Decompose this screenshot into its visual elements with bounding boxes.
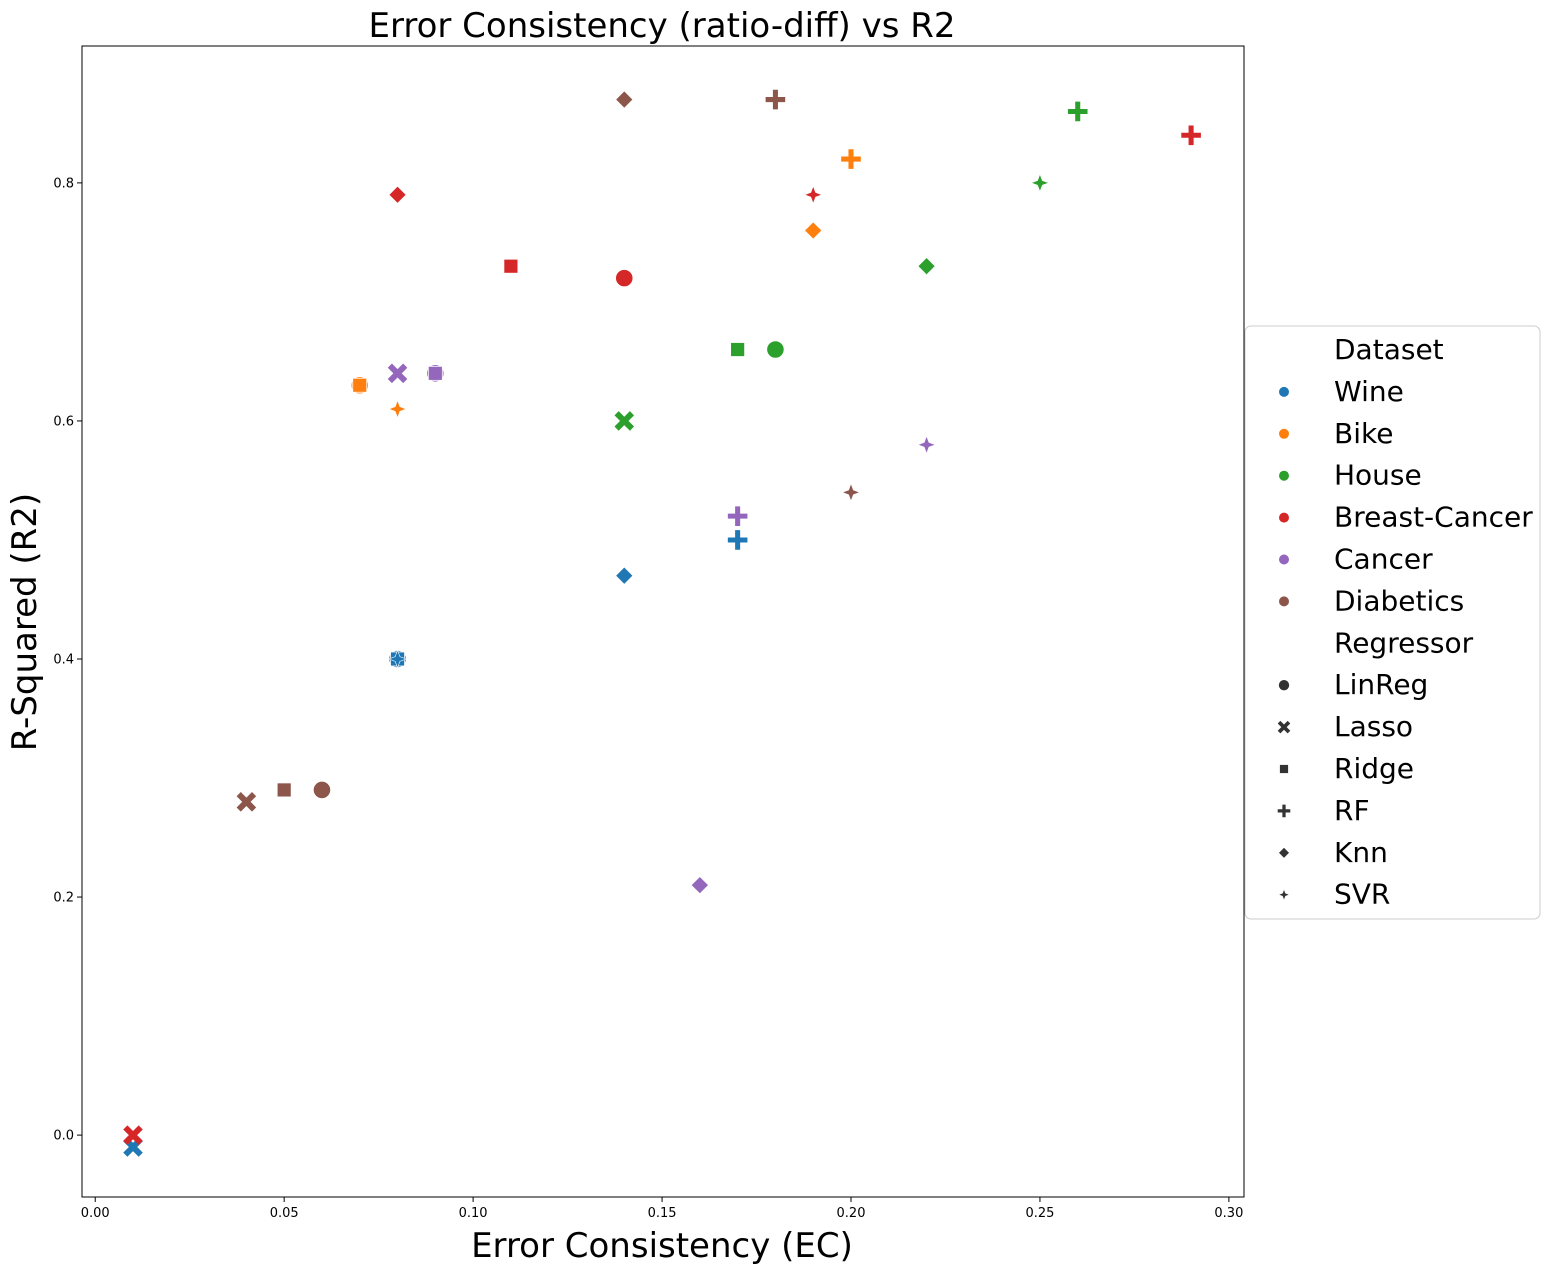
legend-marker-cancer bbox=[1279, 554, 1289, 565]
point-breast-cancer-linreg bbox=[615, 269, 634, 288]
legend-title-dataset: Dataset bbox=[1334, 333, 1444, 366]
legend-marker-ridge bbox=[1279, 764, 1289, 774]
legend-title-regressor: Regressor bbox=[1334, 626, 1474, 659]
point-breast-cancer-knn bbox=[388, 185, 407, 205]
point-cancer-rf bbox=[727, 506, 748, 526]
legend-label-svr: SVR bbox=[1334, 878, 1390, 911]
y-axis: 0.0 0.2 0.4 0.6 0.8 bbox=[53, 176, 82, 1144]
point-house-knn bbox=[917, 256, 936, 276]
legend-marker-diabetics bbox=[1279, 596, 1289, 607]
point-breast-cancer-rf bbox=[1181, 125, 1201, 146]
point-breast-cancer-svr bbox=[803, 185, 823, 205]
point-breast-cancer-ridge bbox=[503, 258, 519, 274]
x-axis: 0.00 0.05 0.10 0.15 0.20 0.25 0.30 bbox=[81, 1197, 1243, 1221]
legend-label-diabetics: Diabetics bbox=[1334, 584, 1464, 617]
legend-marker-bike bbox=[1279, 428, 1289, 439]
point-wine-rf bbox=[727, 530, 748, 550]
point-cancer-svr bbox=[917, 435, 937, 455]
legend-label-bike: Bike bbox=[1334, 417, 1393, 450]
legend-marker-house bbox=[1279, 470, 1289, 481]
point-diabetics-knn bbox=[615, 90, 634, 109]
point-diabetics-rf bbox=[765, 89, 786, 110]
data-points bbox=[123, 89, 1201, 1157]
point-bike-svr bbox=[388, 399, 408, 419]
x-tick-label: 0.30 bbox=[1214, 1206, 1243, 1221]
legend-frame bbox=[1244, 325, 1541, 920]
point-house-linreg bbox=[766, 340, 785, 359]
point-house-lasso bbox=[614, 411, 635, 431]
point-diabetics-linreg bbox=[312, 780, 332, 800]
legend-label-linreg: LinReg bbox=[1334, 668, 1428, 701]
x-tick-label: 0.00 bbox=[81, 1206, 110, 1221]
point-cancer-ridge bbox=[427, 365, 443, 381]
point-wine-knn bbox=[615, 566, 634, 585]
point-breast-cancer-lasso bbox=[123, 1125, 143, 1145]
y-tick-label: 0.0 bbox=[53, 1129, 74, 1144]
point-diabetics-lasso bbox=[236, 792, 257, 812]
legend-label-cancer: Cancer bbox=[1334, 543, 1433, 576]
x-tick-label: 0.20 bbox=[837, 1206, 866, 1221]
legend-marker-breast-cancer bbox=[1279, 512, 1289, 523]
point-house-rf bbox=[1067, 101, 1088, 122]
point-bike-ridge bbox=[352, 377, 368, 393]
point-cancer-lasso bbox=[387, 363, 408, 384]
legend-label-ridge: Ridge bbox=[1334, 752, 1414, 785]
x-axis-label: Error Consistency (EC) bbox=[471, 1226, 853, 1266]
y-tick-label: 0.4 bbox=[53, 652, 74, 667]
point-bike-rf bbox=[841, 149, 861, 169]
legend-label-rf: RF bbox=[1334, 794, 1370, 827]
plot-area: 0.00 0.05 0.10 0.15 0.20 0.25 0.30 0.00.20.40.… bbox=[53, 45, 1245, 1221]
point-house-svr bbox=[1030, 173, 1050, 193]
legend-marker-svr bbox=[1277, 888, 1291, 902]
point-diabetics-svr bbox=[841, 482, 861, 502]
x-tick-label: 0.05 bbox=[270, 1206, 299, 1221]
legend-label-lasso: Lasso bbox=[1334, 710, 1413, 743]
legend-label-knn: Knn bbox=[1334, 836, 1388, 869]
point-bike-knn bbox=[803, 221, 823, 240]
legend-marker-rf bbox=[1277, 804, 1291, 818]
y-tick-label: 0.2 bbox=[53, 891, 74, 906]
plot-frame bbox=[81, 45, 1245, 1198]
chart-title: Error Consistency (ratio-diff) vs R2 bbox=[368, 6, 955, 46]
point-cancer-knn bbox=[690, 875, 710, 895]
point-wine-svr bbox=[388, 649, 408, 669]
x-tick-label: 0.15 bbox=[648, 1206, 677, 1221]
legend-marker-knn bbox=[1277, 846, 1291, 859]
y-axis-label: R-Squared (R2) bbox=[5, 493, 45, 751]
legend-marker-lasso bbox=[1277, 720, 1291, 734]
legend-marker-linreg bbox=[1278, 679, 1290, 692]
point-house-ridge bbox=[730, 342, 746, 357]
plot-background bbox=[82, 46, 1244, 1197]
legend-marker-wine bbox=[1279, 386, 1289, 397]
legend-label-breast-cancer: Breast-Cancer bbox=[1334, 501, 1533, 534]
x-tick-label: 0.25 bbox=[1025, 1206, 1054, 1221]
y-tick-label: 0.8 bbox=[53, 176, 74, 191]
x-tick-label: 0.10 bbox=[459, 1206, 488, 1221]
y-tick-label: 0.6 bbox=[53, 414, 74, 429]
legend: Dataset Wine Bike House Breast-Cancer Cancer D… bbox=[1244, 325, 1541, 920]
legend-label-house: House bbox=[1334, 459, 1422, 492]
point-diabetics-ridge bbox=[276, 782, 292, 798]
legend-label-wine: Wine bbox=[1334, 375, 1404, 408]
